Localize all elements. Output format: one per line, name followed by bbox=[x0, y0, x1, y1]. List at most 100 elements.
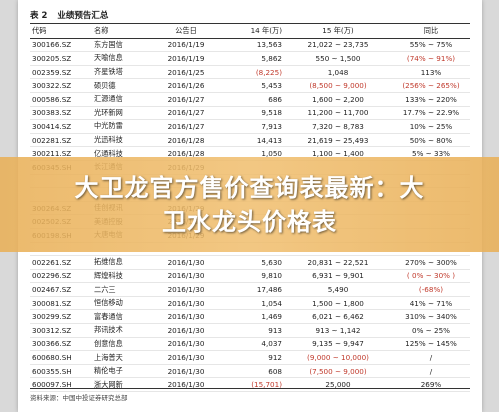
cell-name: 浙大网新 bbox=[94, 379, 123, 389]
title-banner: 大卫龙官方售价查询表最新：大 卫水龙头价格表 bbox=[0, 157, 499, 252]
cell-code: 300211.SZ bbox=[32, 149, 72, 159]
cell-code: 300312.SZ bbox=[32, 325, 72, 335]
cell-2015: 5,490 bbox=[327, 285, 349, 295]
cell-2014: 17,486 bbox=[256, 285, 282, 295]
cell-2014: 5,453 bbox=[261, 81, 282, 91]
cell-yoy: 55% ~ 75% bbox=[409, 40, 453, 50]
cell-date: 2016/1/30 bbox=[167, 298, 205, 308]
table-bottom-rule bbox=[30, 388, 470, 389]
cell-yoy: 5% ~ 33% bbox=[412, 149, 450, 159]
cell-date: 2016/1/30 bbox=[167, 312, 205, 322]
cell-date: 2016/1/27 bbox=[167, 108, 205, 118]
cell-name: 齐星铁塔 bbox=[94, 67, 123, 77]
table-row: 300166.SZ 东方国信 2016/1/19 13,563 21,022 ~ 23,… bbox=[30, 38, 470, 52]
cell-2014: 1,469 bbox=[261, 312, 282, 322]
table-top-rule bbox=[30, 23, 470, 24]
cell-2015: (9,000 ~ 10,000) bbox=[307, 353, 369, 363]
cell-2015: 20,831 ~ 22,521 bbox=[307, 257, 369, 267]
header-date: 公告日 bbox=[154, 25, 218, 39]
cell-date: 2016/1/19 bbox=[167, 53, 205, 63]
cell-date: 2016/1/26 bbox=[167, 81, 205, 91]
cell-2015: 25,000 bbox=[325, 380, 351, 390]
cell-name: 辉煌科技 bbox=[94, 270, 123, 280]
cell-2015: 6,021 ~ 6,462 bbox=[312, 312, 364, 322]
cell-name: 上海普天 bbox=[94, 352, 123, 362]
cell-yoy: 125% ~ 145% bbox=[405, 339, 457, 349]
cell-2014: 9,518 bbox=[261, 108, 282, 118]
cell-name: 精伦电子 bbox=[94, 366, 123, 376]
cell-2015: 21,619 ~ 25,493 bbox=[307, 135, 369, 145]
cell-date: 2016/1/27 bbox=[167, 121, 205, 131]
cell-yoy: 269% bbox=[420, 380, 442, 390]
cell-date: 2016/1/19 bbox=[167, 40, 205, 50]
header-code: 代码 bbox=[30, 25, 92, 39]
banner-title-line-1: 大卫龙官方售价查询表最新：大 bbox=[74, 173, 425, 202]
cell-name: 恒信移动 bbox=[94, 298, 123, 308]
cell-date: 2016/1/30 bbox=[167, 353, 205, 363]
cell-yoy: / bbox=[429, 366, 433, 376]
cell-2015: 1,600 ~ 2,200 bbox=[312, 94, 364, 104]
cell-code: 300383.SZ bbox=[32, 108, 72, 118]
cell-name: 富春通信 bbox=[94, 311, 123, 321]
table-row: 002281.SZ 光迅科技 2016/1/28 14,413 21,619 ~ 25,… bbox=[30, 133, 470, 147]
cell-2014: 913 bbox=[268, 325, 282, 335]
cell-code: 300414.SZ bbox=[32, 121, 72, 131]
table-row: 300383.SZ 光环新网 2016/1/27 9,518 11,200 ~ 11,7… bbox=[30, 106, 470, 120]
header-2015: 15 年(万) bbox=[284, 25, 392, 39]
cell-2015: 9,135 ~ 9,947 bbox=[312, 339, 364, 349]
cell-2014: 7,913 bbox=[261, 121, 282, 131]
cell-date: 2016/1/30 bbox=[167, 325, 205, 335]
source-note: 资料来源：中国中投证券研究总部 bbox=[30, 394, 128, 402]
cell-yoy: ( 0% ~ 30% ) bbox=[406, 271, 456, 281]
cell-yoy: (256% ~ 265%) bbox=[402, 81, 460, 91]
cell-date: 2016/1/27 bbox=[167, 94, 205, 104]
cell-yoy: 113% bbox=[420, 67, 442, 77]
cell-date: 2016/1/28 bbox=[167, 149, 205, 159]
cell-date: 2016/1/30 bbox=[167, 380, 205, 390]
cell-code: 600097.SH bbox=[32, 380, 72, 390]
cell-yoy: 50% ~ 80% bbox=[409, 135, 453, 145]
cell-code: 300166.SZ bbox=[32, 40, 72, 50]
table-row: 300366.SZ 创意信息 2016/1/30 4,037 9,135 ~ 9,947… bbox=[30, 337, 470, 351]
table-caption: 表 2 业绩预告汇总 bbox=[30, 8, 108, 22]
cell-name: 汇源通信 bbox=[94, 94, 123, 104]
cell-yoy: 41% ~ 71% bbox=[409, 298, 453, 308]
cell-code: 300299.SZ bbox=[32, 312, 72, 322]
header-2014: 14 年(万) bbox=[218, 25, 284, 39]
header-name: 名称 bbox=[92, 25, 154, 39]
cell-name: 天喻信息 bbox=[94, 53, 123, 63]
cell-yoy: 133% ~ 220% bbox=[405, 94, 457, 104]
cell-name: 亿通科技 bbox=[94, 148, 123, 158]
table-row: 300322.SZ 硕贝德 2016/1/26 5,453 (8,500 ~ 9,000… bbox=[30, 79, 470, 93]
cell-yoy: / bbox=[429, 353, 433, 363]
cell-yoy: 310% ~ 340% bbox=[405, 312, 457, 322]
cell-date: 2016/1/30 bbox=[167, 257, 205, 267]
cell-code: 600355.SH bbox=[32, 366, 72, 376]
cell-date: 2016/1/30 bbox=[167, 366, 205, 376]
cell-code: 002467.SZ bbox=[32, 285, 72, 295]
cell-2015: 21,022 ~ 23,735 bbox=[307, 40, 369, 50]
cell-yoy: 10% ~ 25% bbox=[409, 121, 453, 131]
cell-2014: (15,701) bbox=[251, 380, 282, 390]
cell-name: 光环新网 bbox=[94, 107, 123, 117]
cell-code: 300081.SZ bbox=[32, 298, 72, 308]
cell-2015: (8,500 ~ 9,000) bbox=[309, 81, 367, 91]
cell-2014: 9,810 bbox=[261, 271, 282, 281]
cell-name: 创意信息 bbox=[94, 338, 123, 348]
table-row: 600097.SH 浙大网新 2016/1/30 (15,701) 25,000 269% bbox=[30, 378, 470, 392]
cell-code: 000586.SZ bbox=[32, 94, 72, 104]
table-row: 300081.SZ 恒信移动 2016/1/30 1,054 1,500 ~ 1,800… bbox=[30, 296, 470, 310]
table-row: 002296.SZ 辉煌科技 2016/1/30 9,810 6,931 ~ 9,901… bbox=[30, 269, 470, 283]
cell-yoy: 0% ~ 25% bbox=[412, 325, 450, 335]
table-row: 300205.SZ 天喻信息 2016/1/19 5,862 550 ~ 1,500 (7… bbox=[30, 52, 470, 66]
table-row: 002359.SZ 齐星铁塔 2016/1/25 (8,225) 1,048 113% bbox=[30, 65, 470, 79]
cell-yoy: 17.7% ~ 22.9% bbox=[402, 108, 460, 118]
table-row: 002467.SZ 二六三 2016/1/30 17,486 5,490 (-68%) bbox=[30, 283, 470, 297]
cell-2014: 608 bbox=[268, 366, 282, 376]
cell-2014: 5,862 bbox=[261, 53, 282, 63]
table-row: 300312.SZ 邦讯技术 2016/1/30 913 913 ~ 1,142 0% ~… bbox=[30, 324, 470, 338]
table-row: 300414.SZ 中光防雷 2016/1/27 7,913 7,320 ~ 8,783… bbox=[30, 120, 470, 134]
cell-2014: 1,054 bbox=[261, 298, 282, 308]
cell-name: 拓维信息 bbox=[94, 257, 123, 267]
cell-code: 300322.SZ bbox=[32, 81, 72, 91]
